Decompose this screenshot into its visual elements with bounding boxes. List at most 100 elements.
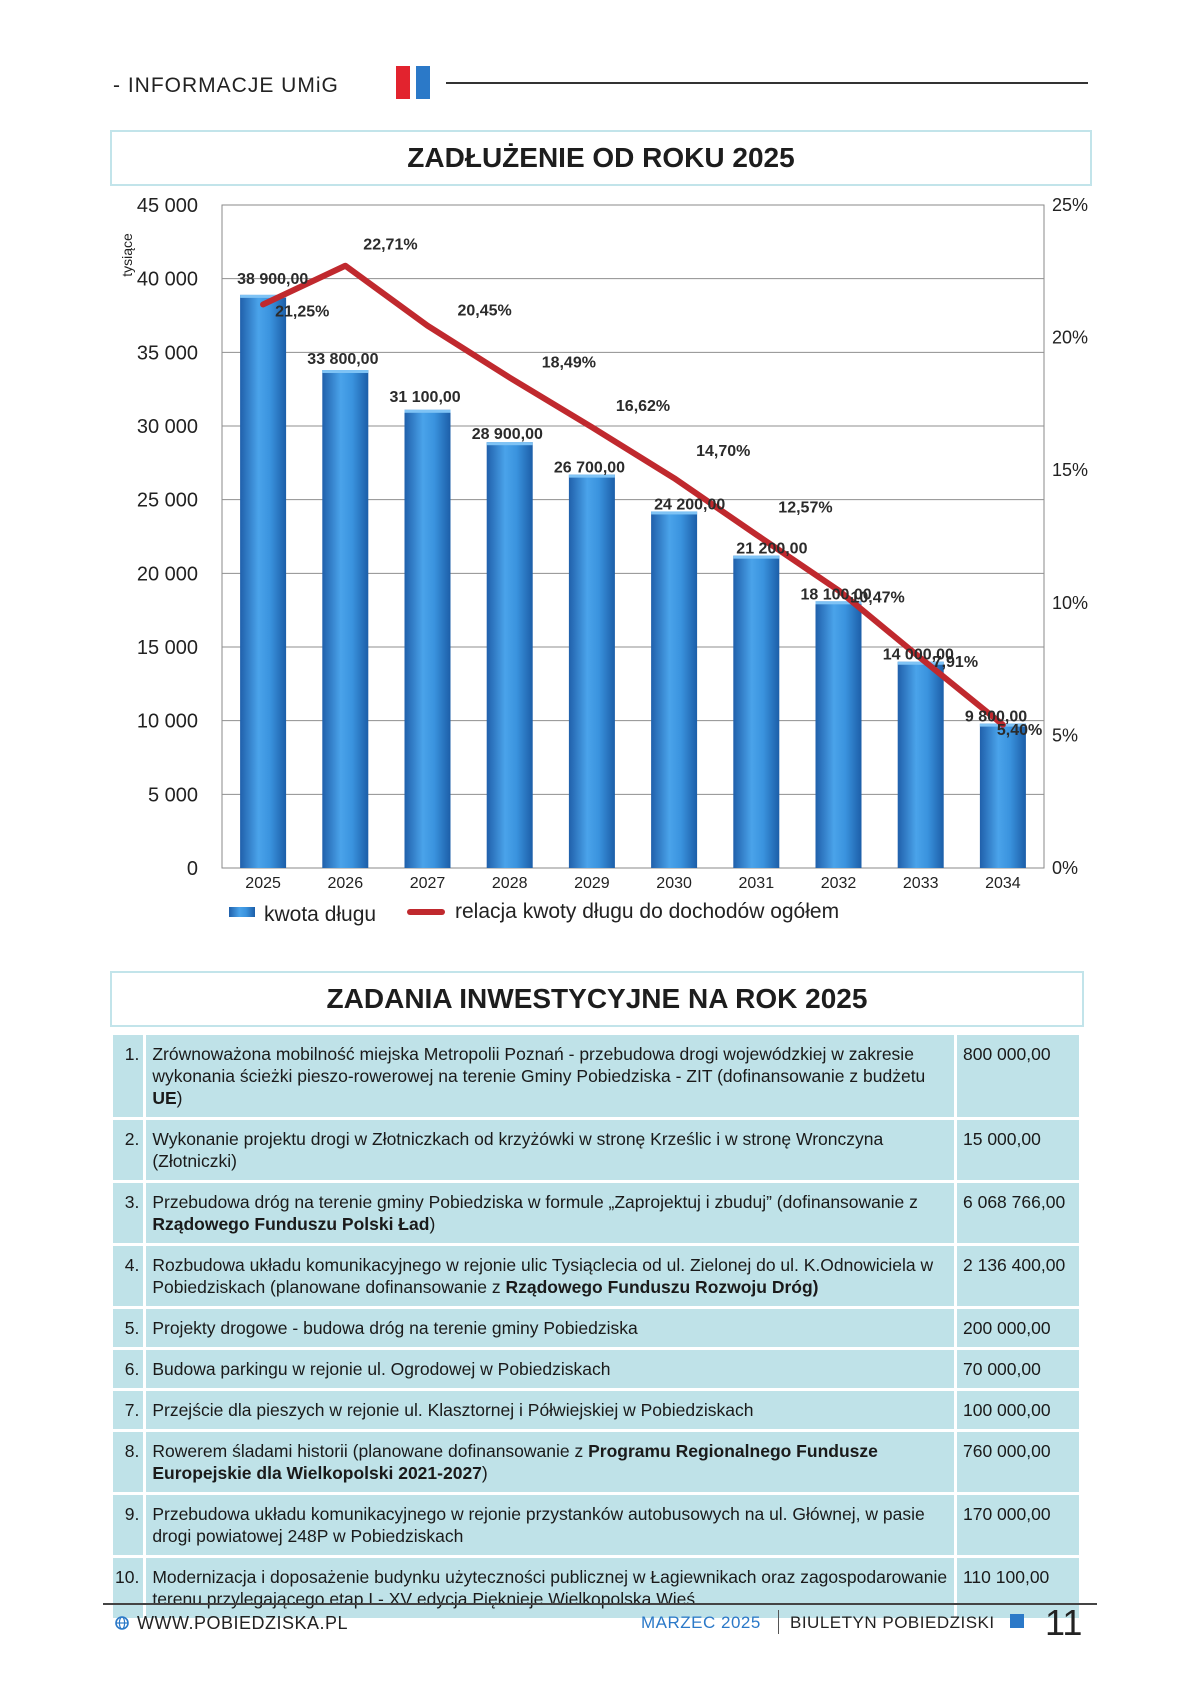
header-divider [446,82,1088,84]
task-text: Przebudowa układu komunikacyjnego w rejo… [152,1504,925,1546]
y2-tick-label: 25% [1052,195,1088,215]
table-row: 6. Budowa parkingu w rejonie ul. Ogrodowe… [113,1350,1079,1388]
bar-value-label: 31 100,00 [390,389,461,406]
task-number: 2. [113,1120,144,1180]
x-tick-label: 2031 [739,875,775,892]
task-text: Budowa parkingu w rejonie ul. Ogrodowej … [152,1359,611,1379]
y-tick-label: 5 000 [148,784,198,806]
bar-2029 [568,474,615,868]
task-number: 4. [113,1246,144,1306]
website-text: WWW.POBIEDZISKA.PL [137,1613,349,1633]
table-row: 1. Zrównoważona mobilność miejska Metropo… [113,1035,1079,1117]
flag-red-stripe [396,66,410,99]
bar-top-2027 [404,409,451,413]
y-tick-label: 10 000 [137,711,198,733]
x-tick-label: 2028 [492,875,528,892]
task-emphasis: Rządowego Funduszu Polski Ład [152,1214,430,1234]
task-amount: 760 000,00 [957,1432,1079,1492]
task-amount: 6 068 766,00 [957,1183,1079,1243]
debt-chart: 38 900,00 33 800,00 31 100,00 28 900,00 26 7… [119,195,1088,926]
task-amount: 110 100,00 [957,1558,1079,1618]
task-number: 3. [113,1183,144,1243]
bar-2033 [897,661,944,868]
task-emphasis: UE [152,1088,177,1108]
bar-top-2026 [322,370,369,374]
task-text: Przejście dla pieszych w rejonie ul. Kla… [152,1400,754,1420]
line-value-label: 20,45% [458,303,512,320]
task-amount: 800 000,00 [957,1035,1079,1117]
task-description: Wykonanie projektu drogi w Złotniczkach … [146,1120,954,1180]
line-value-label: 7,91% [933,654,978,671]
task-amount: 200 000,00 [957,1309,1079,1347]
bar-value-label: 33 800,00 [307,351,378,368]
x-tick-label: 2034 [985,875,1021,892]
x-tick-label: 2025 [245,875,281,892]
footer-website[interactable]: WWW.POBIEDZISKA.PL [115,1613,348,1634]
y-tick-label: 45 000 [137,195,198,217]
task-amount: 2 136 400,00 [957,1246,1079,1306]
bar-top-2033 [897,661,944,665]
bar-2025 [240,294,287,869]
legend-line-label: relacja kwoty długu do dochodów ogółem [455,900,839,923]
table-row: 8. Rowerem śladami historii (planowane do… [113,1432,1079,1492]
task-text: Wykonanie projektu drogi w Złotniczkach … [152,1129,884,1171]
bar-value-label: 38 900,00 [237,271,308,288]
task-description: Rowerem śladami historii (planowane dofi… [146,1432,954,1492]
task-description: Modernizacja i doposażenie budynku użyte… [146,1558,954,1618]
section-label: - INFORMACJE UMiG [113,74,339,97]
task-description: Projekty drogowe - budowa dróg na tereni… [146,1309,954,1347]
bar-value-label: 24 200,00 [654,496,725,513]
bar-2026 [322,370,369,868]
line-value-label: 5,40% [997,722,1042,739]
y-tick-label: 20 000 [137,563,198,585]
x-tick-label: 2027 [410,875,446,892]
y2-tick-label: 15% [1052,460,1088,480]
task-number: 6. [113,1350,144,1388]
chart-title: ZADŁUŻENIE OD ROKU 2025 [110,130,1092,186]
bar-2030 [651,511,698,868]
task-description: Budowa parkingu w rejonie ul. Ogrodowej … [146,1350,954,1388]
task-number: 1. [113,1035,144,1117]
bar-value-label: 18 100,00 [801,586,872,603]
bar-top-2025 [240,294,287,298]
task-text: Przebudowa dróg na terenie gminy Pobiedz… [152,1192,918,1212]
table-row: 3. Przebudowa dróg na terenie gminy Pobie… [113,1183,1079,1243]
line-value-label: 22,71% [363,237,417,254]
task-description: Przebudowa układu komunikacyjnego w rejo… [146,1495,954,1555]
bar-value-label: 9 800,00 [965,709,1027,726]
table-row: 9. Przebudowa układu komunikacyjnego w re… [113,1495,1079,1555]
table-row: 10. Modernizacja i doposażenie budynku uż… [113,1558,1079,1618]
task-emphasis: Rządowego Funduszu Rozwoju Dróg) [505,1277,819,1297]
y-tick-label: 40 000 [137,269,198,291]
y-axis-label: tysiące [119,233,135,277]
task-amount: 15 000,00 [957,1120,1079,1180]
task-text: ) [481,1463,488,1483]
task-number: 10. [113,1558,144,1618]
investment-table: 1. Zrównoważona mobilność miejska Metropo… [110,1032,1082,1621]
y-tick-label: 0 [187,858,198,880]
bar-top-2031 [733,555,780,559]
y2-tick-label: 5% [1052,725,1078,745]
y2-tick-label: 10% [1052,593,1088,613]
task-amount: 70 000,00 [957,1350,1079,1388]
y-tick-label: 30 000 [137,416,198,438]
task-text: ) [429,1214,436,1234]
x-tick-label: 2030 [656,875,692,892]
bar-2028 [486,442,533,868]
task-text: ) [176,1088,183,1108]
footer-divider [103,1603,1097,1605]
line-value-label: 12,57% [778,500,832,517]
task-description: Rozbudowa układu komunikacyjnego w rejon… [146,1246,954,1306]
x-tick-label: 2032 [821,875,857,892]
task-number: 9. [113,1495,144,1555]
table-title: ZADANIA INWESTYCYJNE NA ROK 2025 [110,971,1084,1027]
y-tick-label: 35 000 [137,342,198,364]
task-text: Zrównoważona mobilność miejska Metropoli… [152,1044,926,1086]
bar-top-2032 [815,601,862,605]
task-description: Przebudowa dróg na terenie gminy Pobiedz… [146,1183,954,1243]
task-number: 5. [113,1309,144,1347]
bar-2032 [815,601,862,868]
y2-tick-label: 0% [1052,858,1078,878]
globe-icon [115,1616,129,1630]
footer-bulletin: BIULETYN POBIEDZISKI [790,1613,995,1632]
